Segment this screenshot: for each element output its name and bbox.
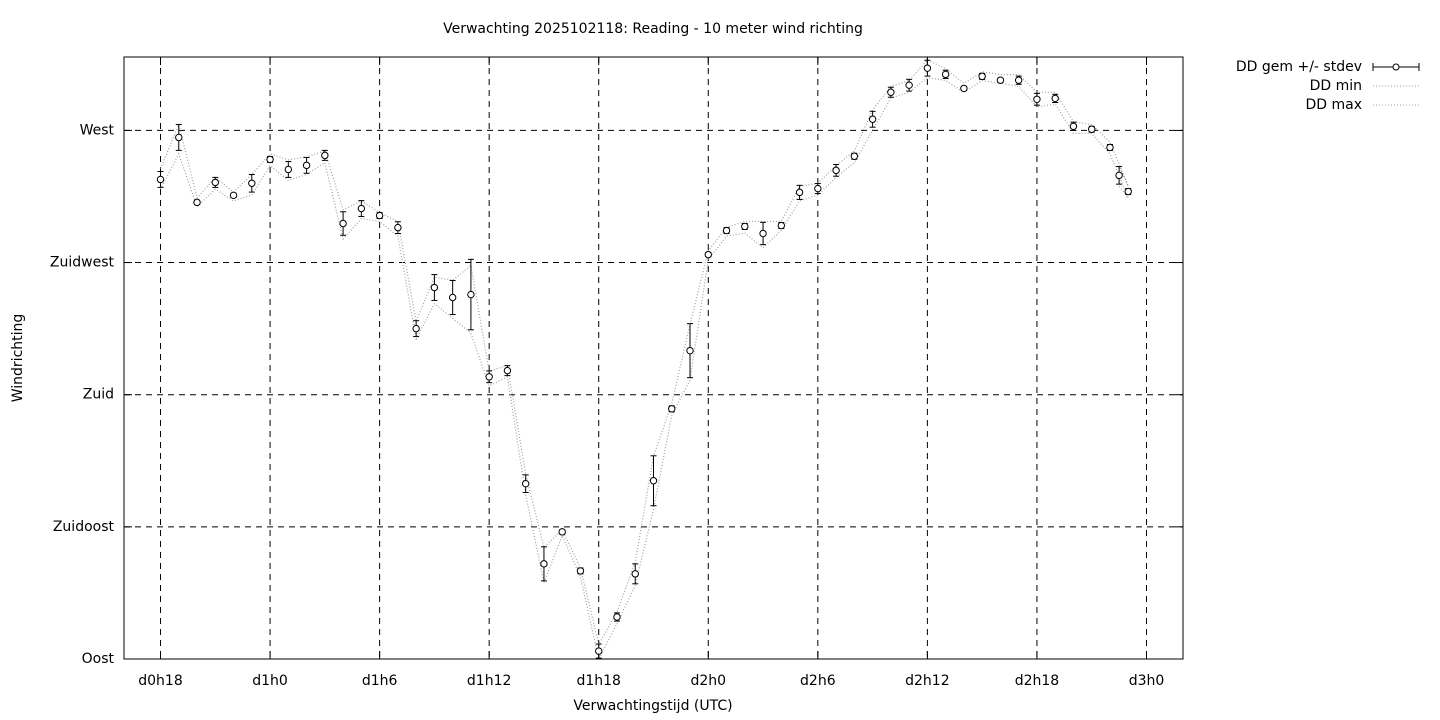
point	[448, 293, 457, 302]
point	[978, 72, 986, 81]
point	[521, 479, 530, 488]
point	[649, 477, 658, 485]
legend-label: DD gem +/- stdev	[1236, 59, 1362, 75]
point	[631, 570, 639, 578]
point	[229, 191, 238, 200]
point	[1033, 95, 1041, 103]
point	[558, 528, 566, 536]
legend-label: DD min	[1310, 78, 1362, 94]
point	[1106, 143, 1114, 152]
point	[394, 223, 402, 232]
point	[741, 222, 749, 231]
point	[156, 175, 165, 184]
x-tick-label: d2h6	[800, 673, 836, 689]
point	[211, 178, 219, 187]
point	[193, 198, 201, 207]
y-tick-label: Zuid	[83, 387, 114, 403]
point	[540, 560, 548, 568]
line	[159, 59, 1129, 646]
x-tick-label: d1h0	[252, 673, 288, 689]
point	[613, 613, 621, 621]
legend-label: DD max	[1305, 97, 1362, 113]
point	[321, 151, 329, 160]
point	[375, 211, 384, 220]
point	[832, 166, 840, 175]
point	[1115, 171, 1123, 180]
point	[357, 204, 366, 213]
y-tick-label: Zuidwest	[50, 255, 115, 271]
point	[1088, 125, 1096, 133]
x-tick-label: d3h0	[1129, 673, 1165, 689]
point	[412, 324, 420, 333]
point	[1014, 76, 1023, 84]
point	[175, 133, 183, 142]
x-tick-label: d2h0	[690, 673, 726, 689]
point	[248, 179, 256, 187]
point	[503, 366, 512, 375]
point	[686, 346, 694, 355]
point	[996, 76, 1005, 84]
y-tick-label: Zuidoost	[53, 519, 115, 535]
plot-frame	[123, 56, 1184, 660]
point	[923, 64, 932, 72]
x-tick-label: d2h18	[1015, 673, 1059, 689]
point	[960, 84, 968, 93]
point	[850, 152, 859, 160]
point	[1051, 94, 1059, 103]
point	[467, 290, 475, 299]
point	[795, 188, 804, 197]
point	[668, 405, 676, 413]
point	[576, 567, 585, 575]
x-tick-label: d1h18	[576, 673, 620, 689]
x-axis-label: Verwachtingstijd (UTC)	[573, 698, 732, 714]
line	[159, 76, 1129, 661]
point	[339, 219, 347, 228]
point	[941, 70, 950, 79]
point	[905, 81, 913, 89]
point	[887, 88, 895, 96]
point	[430, 283, 439, 292]
point	[1124, 187, 1132, 196]
point	[284, 165, 293, 174]
point	[814, 184, 822, 193]
point	[302, 161, 311, 170]
point	[868, 115, 877, 123]
x-tick-label: d1h6	[362, 673, 398, 689]
point	[485, 373, 493, 381]
legend-swatch	[1392, 63, 1400, 71]
y-tick-label: Oost	[82, 651, 115, 667]
x-tick-label: d1h12	[467, 673, 511, 689]
point	[759, 229, 767, 238]
chart-title: Verwachting 2025102118: Reading - 10 met…	[443, 21, 863, 37]
point	[722, 226, 731, 235]
point	[704, 250, 712, 259]
x-tick-label: d2h12	[905, 673, 949, 689]
y-tick-label: West	[80, 122, 115, 138]
y-axis-label: Windrichting	[10, 314, 26, 403]
x-tick-label: d0h18	[138, 673, 182, 689]
point	[595, 647, 603, 655]
point	[1069, 122, 1078, 131]
point	[777, 221, 786, 230]
point	[266, 155, 274, 164]
